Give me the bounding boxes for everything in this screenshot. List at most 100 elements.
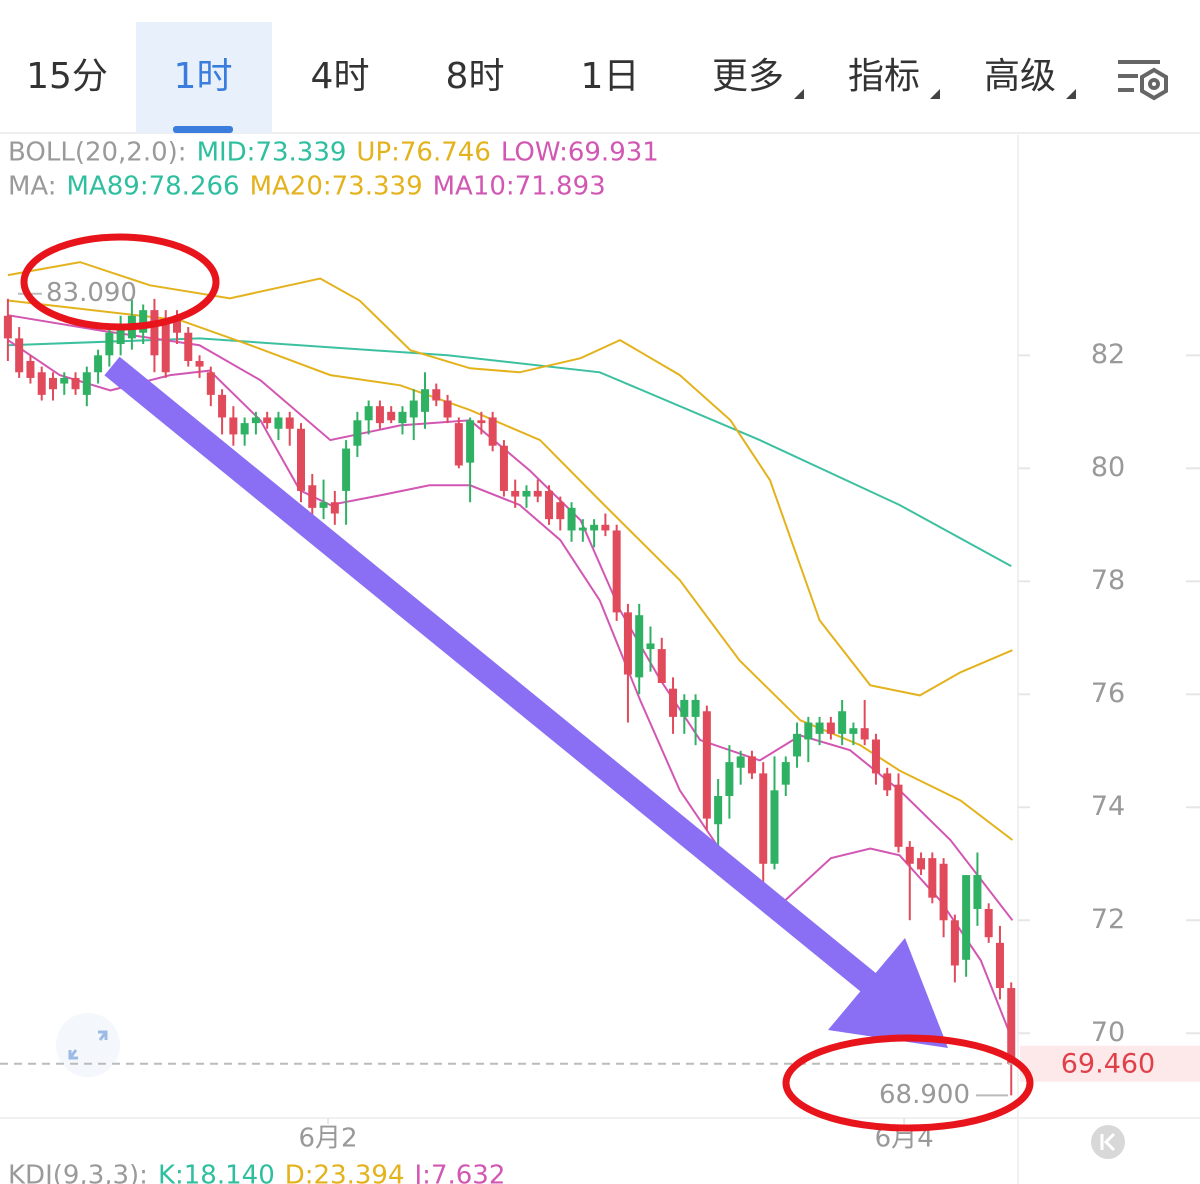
active-tab-bg (136, 22, 272, 133)
candle-body (274, 417, 283, 429)
candle-body (522, 490, 531, 497)
candle-body (511, 490, 520, 497)
candle-body (319, 502, 328, 508)
candle-body (612, 530, 621, 613)
candle-body (962, 875, 971, 960)
indicator-line (7, 299, 1014, 841)
candle-body (364, 406, 373, 421)
candle-body (567, 507, 576, 531)
candle-body (545, 490, 554, 520)
indicator-label: LOW:69.931 (501, 138, 659, 168)
candle-body (702, 711, 711, 819)
annotations (20, 233, 1034, 1132)
candle-body (466, 420, 475, 463)
candle-body (150, 310, 159, 356)
indicator-line (7, 337, 1012, 567)
candle-body (229, 417, 238, 435)
candle-body (736, 756, 745, 768)
expand-button[interactable] (56, 1013, 120, 1077)
y-tick-label: 74 (1091, 791, 1125, 822)
candle-body (894, 784, 903, 847)
candle-body (939, 863, 948, 921)
tab[interactable]: 4时 (311, 56, 370, 97)
candle-body (375, 406, 384, 424)
candle-body (285, 417, 294, 429)
y-tick-label: 72 (1091, 904, 1125, 935)
candle-body (950, 920, 959, 966)
candle-body (1007, 988, 1016, 1064)
indicator-line (7, 339, 1014, 1041)
last-price-box (1020, 1045, 1200, 1082)
candle-body (488, 417, 497, 446)
candle-body (601, 524, 610, 531)
candle-body (454, 423, 463, 466)
indicator-label: K:18.140 (158, 1161, 275, 1184)
indicator-label: J:7.632 (413, 1161, 506, 1184)
candle-body (251, 417, 260, 424)
dropdown-caret (930, 89, 940, 99)
highlight-circle (20, 233, 220, 331)
tab[interactable]: 8时 (446, 56, 505, 97)
indicator-line (7, 261, 1013, 697)
candle-body (883, 773, 892, 791)
tab[interactable]: 15分 (26, 56, 108, 97)
candle-body (342, 448, 351, 491)
candle-body (3, 315, 12, 339)
high-label: 83.090 (46, 278, 137, 308)
scroll-end-button[interactable] (1091, 1125, 1125, 1159)
indicator-label: KDJ(9,3,3): (8, 1161, 148, 1184)
candle-body (297, 428, 306, 491)
candle-body (26, 360, 35, 378)
candle-body (240, 423, 249, 435)
indicator-label: MA: (8, 172, 57, 202)
candle-body (161, 321, 170, 373)
y-tick-label: 78 (1091, 565, 1125, 596)
candle-body (432, 389, 441, 401)
candle-body (308, 485, 317, 508)
candle-body (747, 756, 756, 774)
candle-body (195, 360, 204, 367)
candle-body (838, 711, 847, 734)
icon-hex (1140, 67, 1168, 101)
candle-body (995, 942, 1004, 989)
indicator-label: MA10:71.893 (433, 172, 606, 202)
settings-icon[interactable] (1118, 60, 1168, 101)
button-bg (56, 1013, 120, 1077)
y-tick-label: 80 (1091, 452, 1125, 483)
candle-body (139, 310, 148, 333)
candle-body (646, 643, 655, 650)
candle-body (48, 377, 57, 390)
tab[interactable]: 指标 (848, 56, 920, 97)
candle-body (714, 795, 723, 825)
dropdown-caret (1066, 89, 1076, 99)
candle-body (590, 524, 599, 531)
tab[interactable]: 1时 (174, 56, 233, 97)
tab[interactable]: 高级 (984, 56, 1056, 97)
candle-body (984, 908, 993, 938)
candle-body (94, 355, 103, 373)
indicator-label: MID:73.339 (197, 138, 347, 168)
indicator-label: MA89:78.266 (67, 172, 240, 202)
candle-body (184, 332, 193, 361)
candle-body (172, 315, 181, 333)
tab[interactable]: 更多 (712, 56, 784, 97)
candle-body (680, 699, 689, 717)
highlight-circle (782, 1034, 1034, 1132)
candle-body (387, 411, 396, 421)
candle-body (725, 762, 734, 796)
indicator-label: UP:76.746 (356, 138, 490, 168)
y-tick-label: 70 (1091, 1017, 1125, 1048)
candle-body (353, 420, 362, 446)
candle-body (71, 377, 80, 390)
dropdown-caret (794, 89, 804, 99)
arrow-head (828, 938, 948, 1048)
tab[interactable]: 1日 (581, 56, 640, 97)
candle-body (443, 400, 452, 418)
candle-body (263, 417, 272, 424)
candle-body (398, 411, 407, 424)
candle-body (623, 612, 632, 675)
candle-body (759, 773, 768, 864)
candle-body (105, 332, 114, 356)
candle-body (905, 846, 914, 864)
